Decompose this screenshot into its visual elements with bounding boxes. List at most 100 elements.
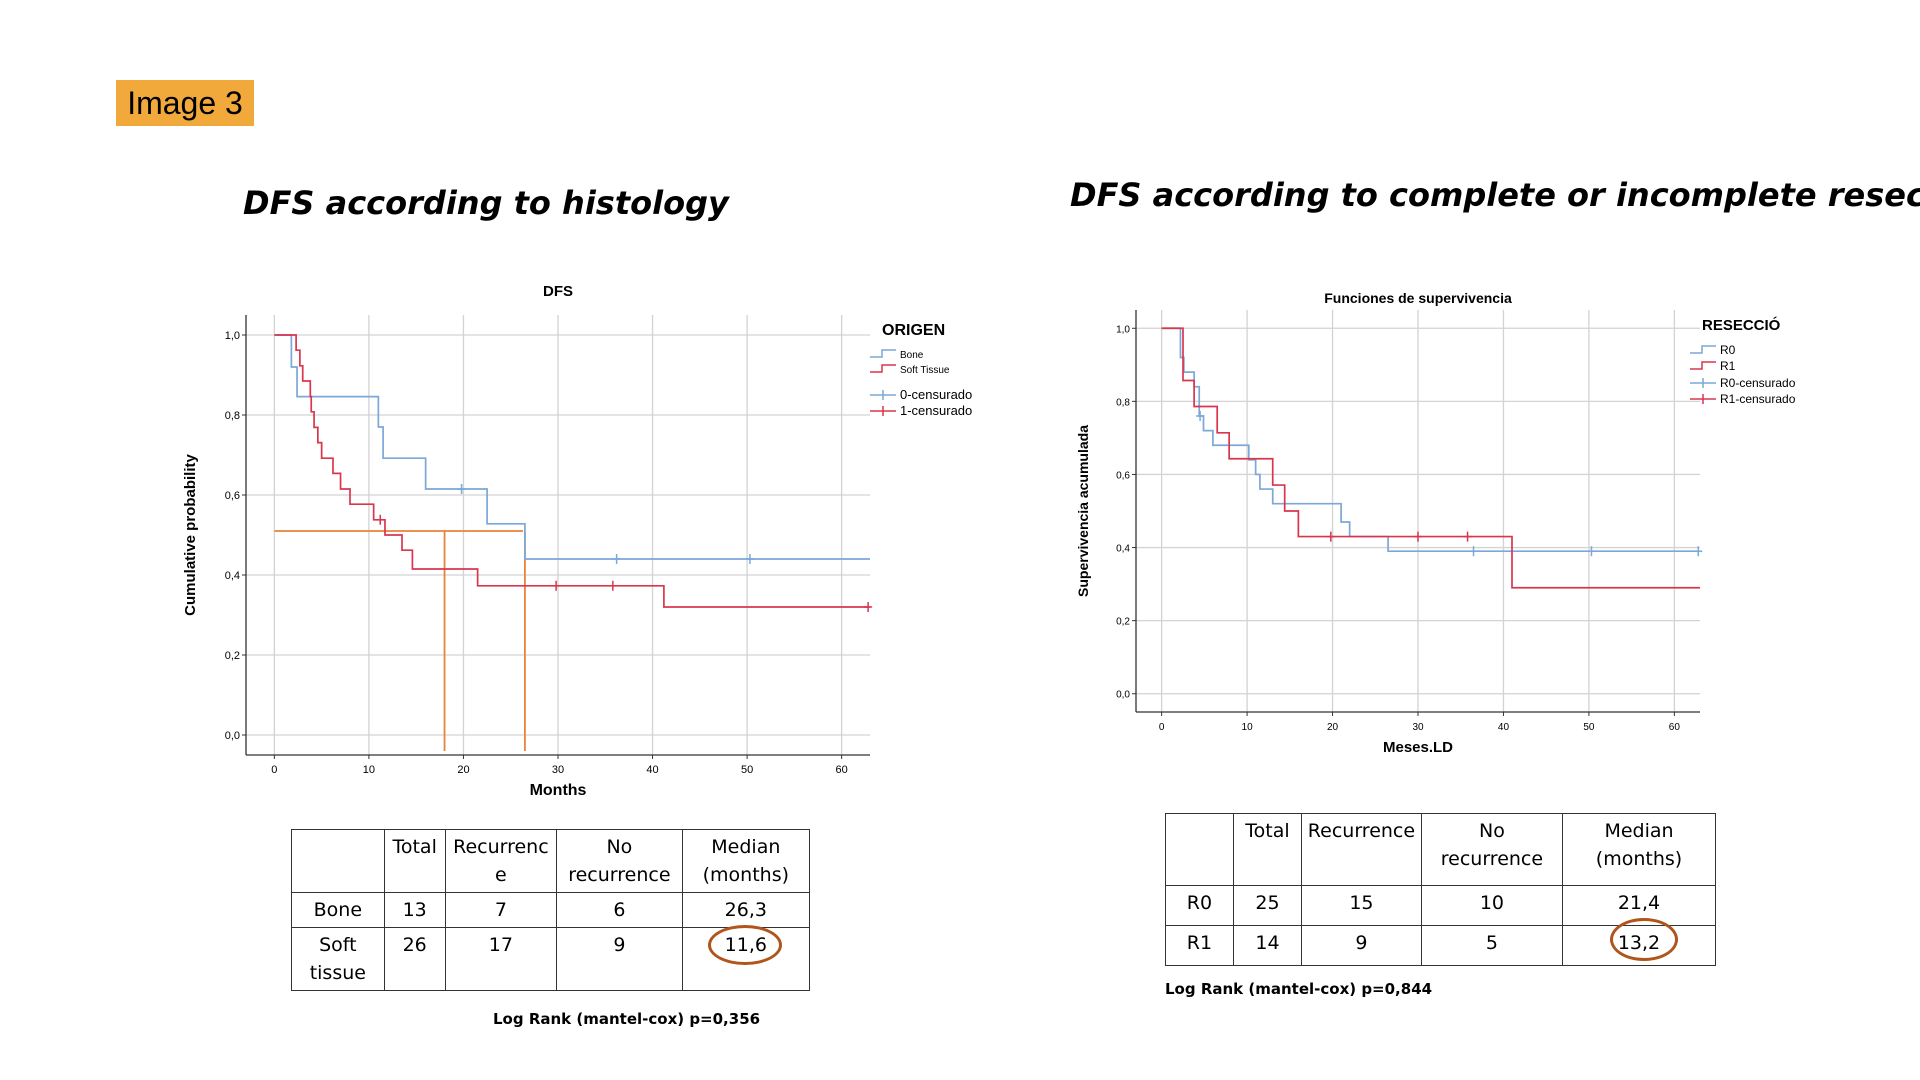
y-tick-label: 0,2 — [225, 650, 240, 662]
legend-entry-label: 0-censurado — [900, 387, 972, 402]
table-cell: 26,3 — [681, 892, 811, 928]
table-cell: 7 — [444, 892, 558, 928]
chart-title: DFS — [543, 283, 573, 300]
table-cell: 25 — [1232, 885, 1303, 926]
table-header-cell: Median (months) — [681, 829, 811, 893]
resection-table: Total Recurrence No recurrence Median (mont… — [1165, 813, 1717, 966]
censor-mark — [1694, 546, 1703, 557]
censor-mark — [745, 554, 754, 564]
left-heading: DFS according to histology — [243, 184, 729, 222]
legend-entry-label: R1-censurado — [1720, 392, 1796, 406]
x-tick-label: 50 — [741, 764, 753, 776]
x-tick-label: 40 — [1498, 722, 1510, 733]
log-rank-note-left: Log Rank (mantel-cox) p=0,356 — [493, 1010, 761, 1028]
y-tick-label: 1,0 — [1116, 324, 1130, 335]
legend-entry-label: R0-censurado — [1720, 376, 1796, 390]
y-tick-label: 0,0 — [225, 730, 240, 742]
y-tick-label: 1,0 — [225, 330, 240, 342]
table-cell: 9 — [556, 927, 683, 991]
legend-swatch — [870, 390, 896, 400]
y-tick-label: 0,2 — [1116, 617, 1130, 628]
censor-mark — [1587, 546, 1596, 557]
table-cell: Bone — [291, 892, 385, 928]
x-axis-label: Meses.LD — [1383, 739, 1453, 756]
km-curve-r1 — [1161, 327, 1700, 589]
legend-swatch — [870, 364, 896, 373]
legend-entry-label: 1-censurado — [900, 403, 972, 418]
y-tick-label: 0,6 — [225, 490, 240, 502]
legend-swatch — [1690, 378, 1716, 388]
table-cell: 6 — [556, 892, 683, 928]
histology-table: Total Recurrenc e No recurrence Median (mon… — [291, 829, 811, 991]
table-cell: 17 — [444, 927, 558, 991]
legend-swatch — [870, 406, 896, 416]
table-header-cell: Median (months) — [1561, 813, 1717, 886]
censor-mark — [1463, 531, 1472, 542]
table-row: Bone 13 7 6 26,3 — [291, 892, 811, 928]
censor-mark — [864, 602, 873, 612]
x-tick-label: 60 — [1669, 722, 1681, 733]
x-axis-label: Months — [530, 782, 587, 799]
x-tick-label: 20 — [457, 764, 469, 776]
table-cell: R0 — [1165, 885, 1234, 926]
x-tick-label: 10 — [363, 764, 375, 776]
table-header-row: Total Recurrenc e No recurrence Median (mon… — [291, 829, 811, 893]
table-header-row: Total Recurrence No recurrence Median (mont… — [1165, 813, 1717, 886]
legend-swatch — [1690, 345, 1716, 354]
table-header-cell: Total — [383, 829, 446, 893]
x-tick-label: 30 — [552, 764, 564, 776]
y-tick-label: 0,0 — [1116, 690, 1130, 701]
y-tick-label: 0,4 — [225, 570, 240, 582]
censor-mark — [1414, 531, 1422, 542]
y-tick-label: 0,8 — [1116, 397, 1130, 408]
km-curve-soft-tissue — [274, 334, 870, 608]
censor-mark — [376, 514, 385, 525]
table-cell: 5 — [1420, 925, 1563, 966]
legend-entry-label: Bone — [900, 350, 924, 361]
y-axis-label: Supervivencia acumulada — [1075, 425, 1091, 597]
table-row: R1 14 9 5 13,2 — [1165, 925, 1717, 966]
table-cell: 13 — [383, 892, 446, 928]
legend-swatch — [870, 349, 896, 358]
x-tick-label: 50 — [1583, 722, 1595, 733]
table-cell: Soft tissue — [291, 927, 385, 991]
table-cell: 15 — [1301, 885, 1422, 926]
y-axis-label: Cumulative probability — [182, 454, 199, 616]
table-cell: 9 — [1301, 925, 1422, 966]
y-tick-label: 0,6 — [1116, 470, 1130, 481]
table-header-cell: Recurrenc e — [444, 829, 558, 893]
censor-mark — [608, 580, 617, 591]
censor-mark — [1469, 546, 1478, 557]
legend-entry-label: R0 — [1720, 343, 1736, 357]
chart-title: Funciones de supervivencia — [1324, 290, 1512, 306]
dfs-resection-chart: 0 10 20 30 40 50 60 0,0 0,2 0,4 0,6 0,8 1,0 Funciones… — [1075, 290, 1796, 756]
table-header-cell: No recurrence — [556, 829, 683, 893]
censor-mark — [612, 554, 621, 564]
x-tick-label: 0 — [1159, 722, 1165, 733]
legend-entry-label: Soft Tissue — [900, 365, 950, 376]
x-tick-label: 60 — [836, 764, 848, 776]
censor-mark — [552, 580, 561, 591]
dfs-histology-chart: 0 10 20 30 40 50 60 0,0 0,2 0,4 0,6 0,8 1,0 DFS Months… — [182, 283, 972, 799]
table-header-cell: Recurrence — [1301, 813, 1422, 886]
censor-mark — [1326, 531, 1335, 542]
table-cell: R1 — [1165, 925, 1234, 966]
x-tick-label: 40 — [646, 764, 658, 776]
table-header-cell — [1165, 813, 1234, 886]
km-curve-r0 — [1161, 327, 1700, 553]
median-highlight-circle — [708, 925, 782, 965]
y-tick-label: 0,8 — [225, 410, 240, 422]
median-highlight-circle — [1610, 918, 1678, 961]
x-tick-label: 10 — [1242, 722, 1254, 733]
log-rank-note-right: Log Rank (mantel-cox) p=0,844 — [1165, 980, 1433, 998]
table-cell: 10 — [1420, 885, 1563, 926]
censor-mark — [457, 484, 466, 494]
km-curve-bone — [274, 334, 870, 560]
legend-swatch — [1690, 394, 1716, 404]
censor-mark — [1196, 410, 1205, 421]
table-header-cell: Total — [1232, 813, 1303, 886]
legend-swatch — [1690, 361, 1716, 370]
image-label-badge: Image 3 — [116, 80, 254, 126]
table-cell: 26 — [383, 927, 446, 991]
table-row: R0 25 15 10 21,4 — [1165, 885, 1717, 926]
